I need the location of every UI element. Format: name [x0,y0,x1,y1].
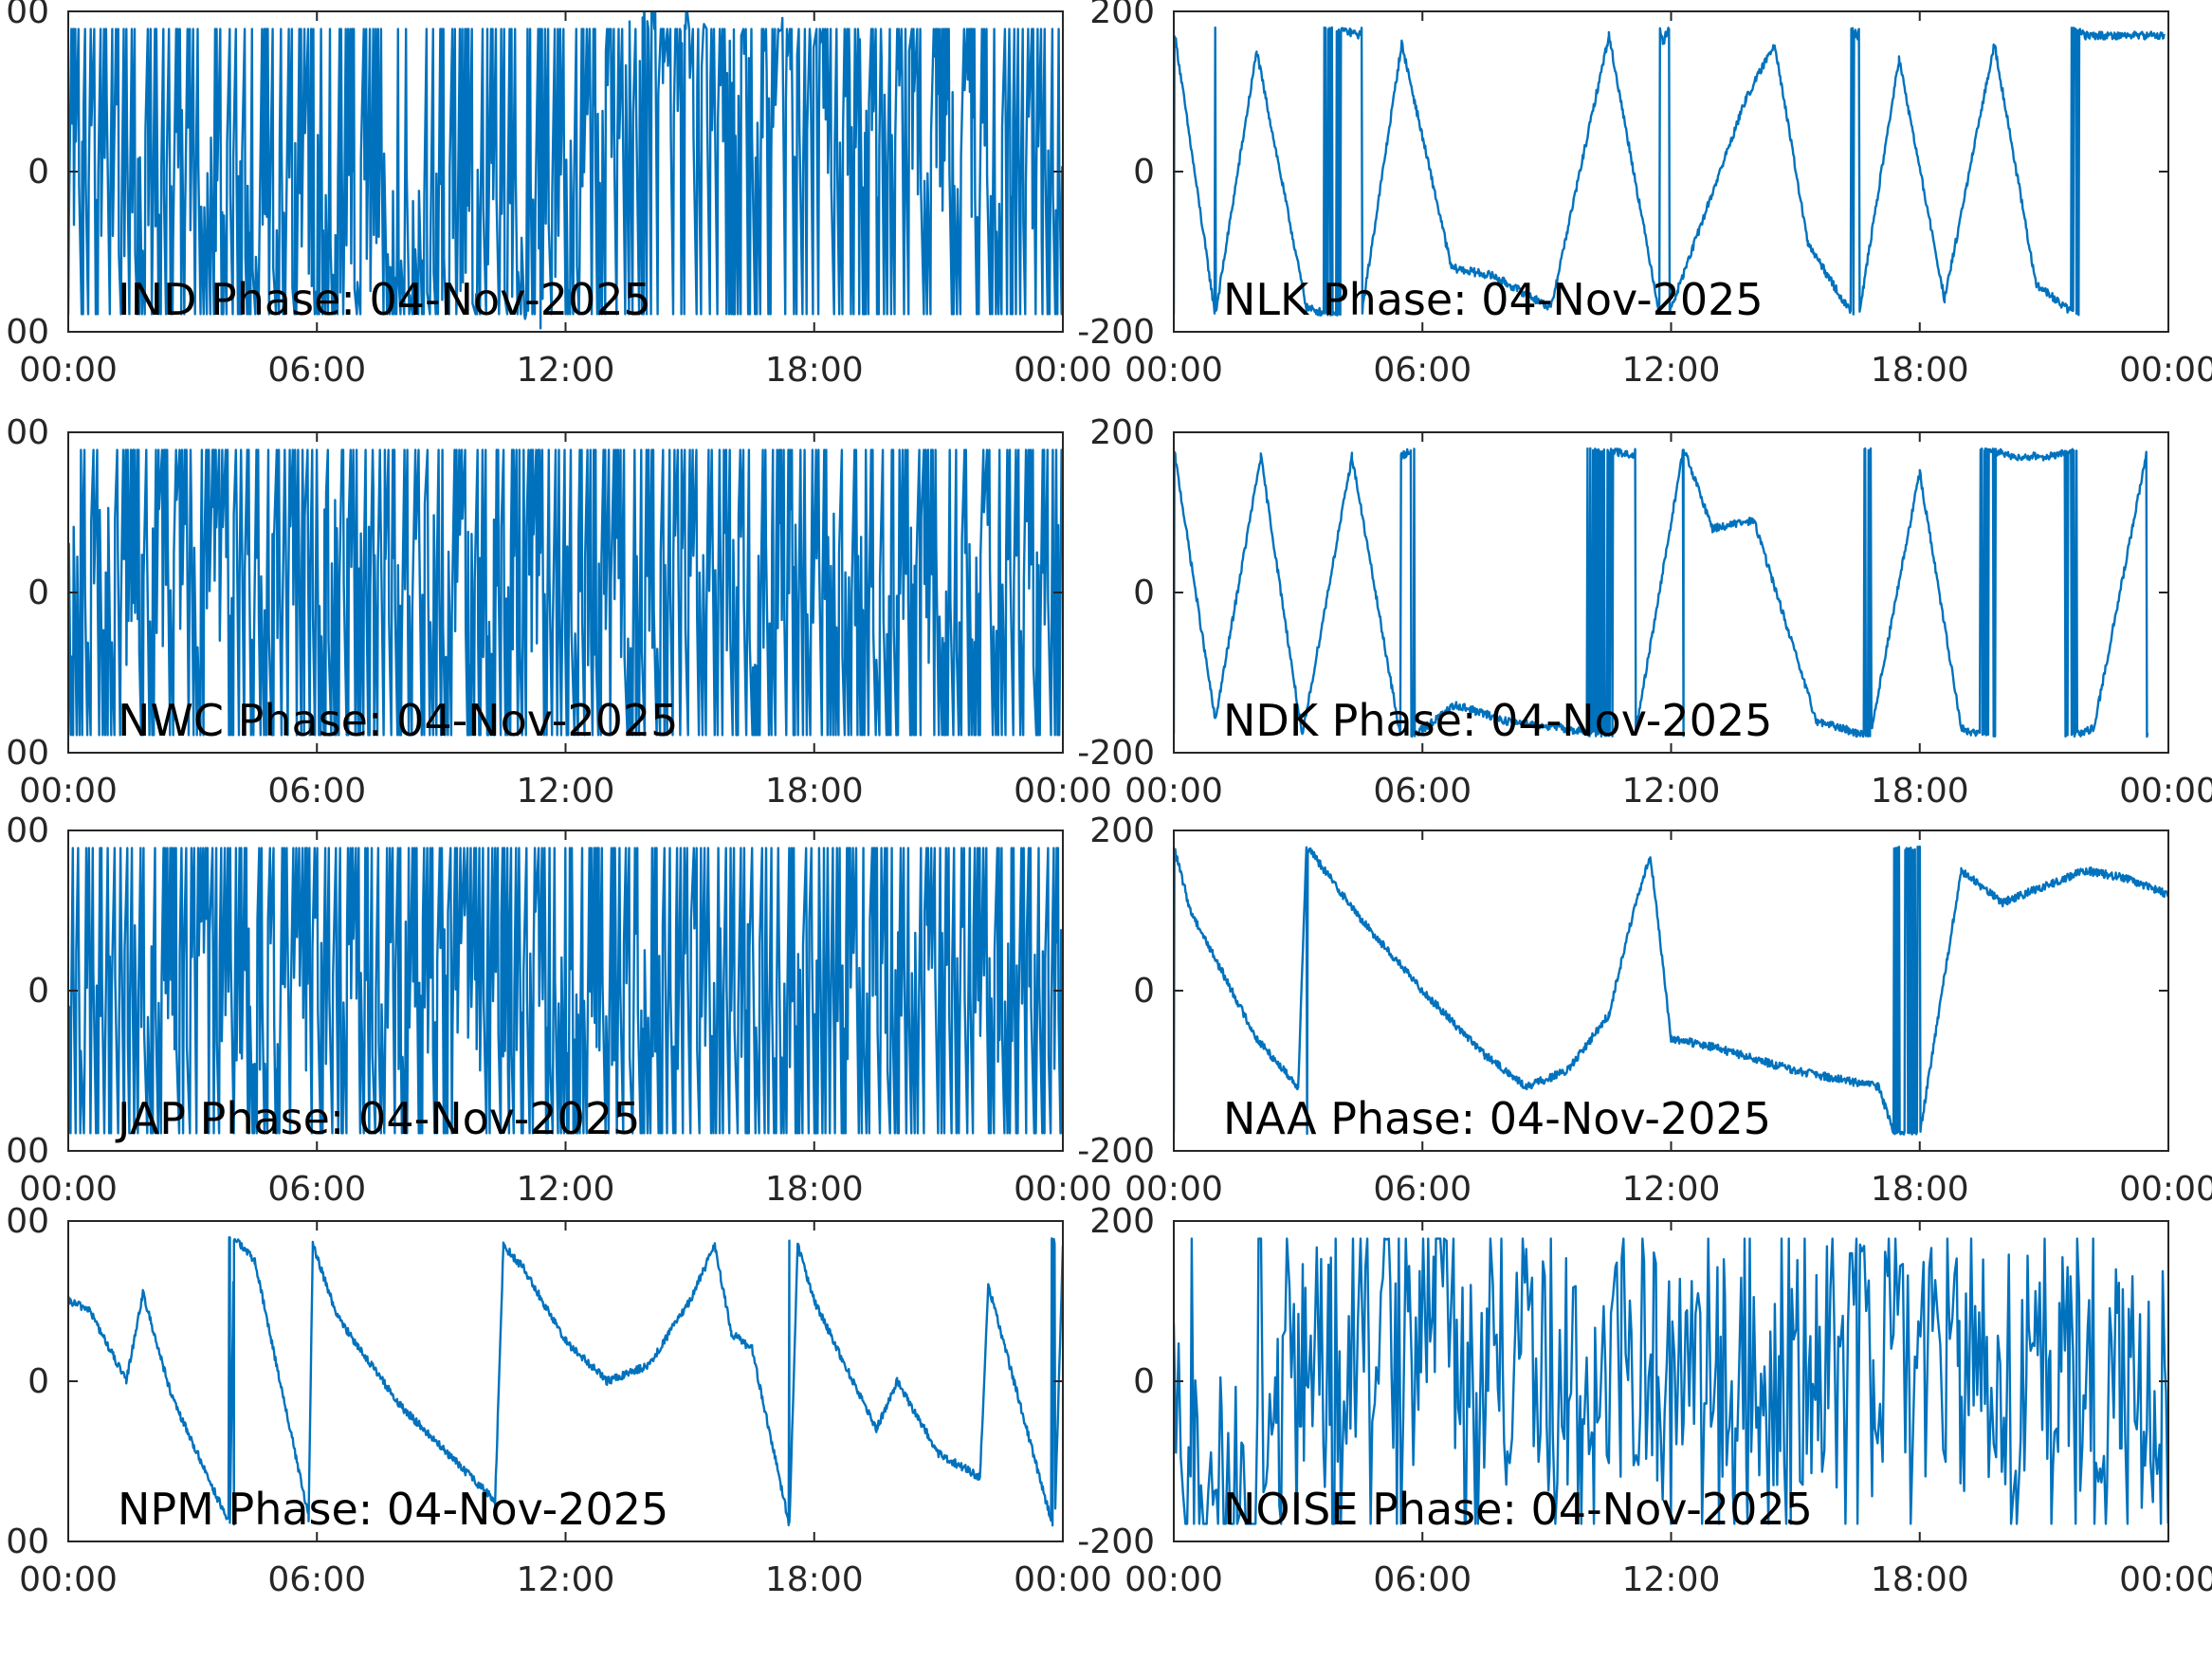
panel-title: NAA Phase: 04-Nov-2025 [1223,1093,1771,1144]
x-tick-label: 12:00 [517,1560,615,1599]
panel-title: NLK Phase: 04-Nov-2025 [1223,274,1764,325]
y-tick-label: 0 [27,574,49,612]
y-tick-label: 00 [6,1522,49,1561]
x-tick-label: 18:00 [765,351,864,390]
x-tick-label: 12:00 [517,772,615,811]
y-tick-label: -200 [1077,1522,1155,1561]
y-tick-label: 200 [1089,0,1155,31]
panel-title: NOISE Phase: 04-Nov-2025 [1223,1484,1813,1535]
x-tick-label: 00:00 [1014,351,1112,390]
y-tick-label: 0 [27,972,49,1011]
y-tick-label: 00 [6,811,49,850]
x-tick-label: 00:00 [1124,1170,1223,1209]
panel-8: 00:00 06:00 12:00 18:00 00:00 200 0 -200 NOISE P… [1077,1202,2212,1599]
x-tick-label: 18:00 [765,1170,864,1209]
panel-title: IND Phase: 04-Nov-2025 [118,274,651,325]
y-tick-label: 200 [1089,1202,1155,1241]
y-tick-label: 200 [1089,811,1155,850]
x-tick-label: 06:00 [267,1170,366,1209]
x-tick-label: 12:00 [1622,1170,1721,1209]
x-tick-label: 06:00 [1373,351,1472,390]
y-tick-label: -200 [1077,313,1155,352]
y-tick-label: 0 [1133,972,1155,1011]
phase-series-line [1174,447,2149,738]
x-tick-label: 00:00 [19,772,118,811]
y-tick-label: 0 [1133,153,1155,191]
phase-series-line [68,1236,1063,1527]
x-tick-label: 12:00 [517,351,615,390]
panel-6: 00:00 06:00 12:00 18:00 00:00 200 0 -200 NAA Pha… [1077,811,2212,1209]
panel-title: JAP Phase: 04-Nov-2025 [115,1093,640,1144]
y-tick-label: 00 [6,313,49,352]
x-tick-label: 00:00 [1124,351,1223,390]
phase-series-line [68,847,1063,1135]
phase-series-line [1174,845,2168,1136]
x-tick-label: 06:00 [267,1560,366,1599]
x-tick-label: 06:00 [1373,772,1472,811]
panel-title: NPM Phase: 04-Nov-2025 [118,1484,668,1535]
y-tick-label: -200 [1077,1132,1155,1171]
y-tick-label: 00 [6,734,49,773]
phase-series-line [1174,1237,2168,1525]
panel-title: NWC Phase: 04-Nov-2025 [118,695,678,746]
x-tick-label: 12:00 [1622,1560,1721,1599]
x-tick-label: 12:00 [1622,772,1721,811]
x-tick-label: 18:00 [1871,1170,1969,1209]
x-tick-label: 18:00 [1871,1560,1969,1599]
x-tick-label: 06:00 [267,351,366,390]
x-tick-label: 00:00 [1014,1170,1112,1209]
phase-series-line [68,448,1063,737]
x-tick-label: 00:00 [2119,1560,2212,1599]
y-tick-label: 00 [6,1202,49,1241]
x-tick-label: 18:00 [765,772,864,811]
x-tick-label: 18:00 [1871,772,1969,811]
y-tick-label: 200 [1089,413,1155,452]
x-tick-label: 18:00 [765,1560,864,1599]
y-tick-label: 0 [1133,574,1155,612]
x-tick-label: 00:00 [1014,1560,1112,1599]
panel-title: NDK Phase: 04-Nov-2025 [1223,695,1772,746]
y-tick-label: 00 [6,0,49,31]
x-tick-label: 18:00 [1871,351,1969,390]
panel-4: 00:00 06:00 12:00 18:00 00:00 200 0 -200 NDK Pha… [1077,413,2212,811]
x-tick-label: 12:00 [517,1170,615,1209]
y-tick-label: 0 [1133,1362,1155,1401]
y-tick-label: 0 [27,153,49,191]
panel-2: 00:00 06:00 12:00 18:00 00:00 200 0 -200 NLK Pha… [1077,0,2212,390]
y-tick-label: 00 [6,413,49,452]
x-tick-label: 00:00 [2119,1170,2212,1209]
x-tick-label: 00:00 [1124,772,1223,811]
x-tick-label: 00:00 [2119,351,2212,390]
x-tick-label: 06:00 [1373,1170,1472,1209]
x-tick-label: 00:00 [2119,772,2212,811]
x-tick-label: 00:00 [1124,1560,1223,1599]
x-tick-label: 00:00 [19,351,118,390]
x-tick-label: 12:00 [1622,351,1721,390]
x-tick-label: 00:00 [1014,772,1112,811]
x-tick-label: 00:00 [19,1170,118,1209]
y-tick-label: 00 [6,1132,49,1171]
phase-series-line [68,11,1063,330]
x-tick-label: 00:00 [19,1560,118,1599]
y-tick-label: 0 [27,1362,49,1401]
phase-series-line [1174,26,2166,317]
x-tick-label: 06:00 [267,772,366,811]
y-tick-label: -200 [1077,734,1155,773]
x-tick-label: 06:00 [1373,1560,1472,1599]
